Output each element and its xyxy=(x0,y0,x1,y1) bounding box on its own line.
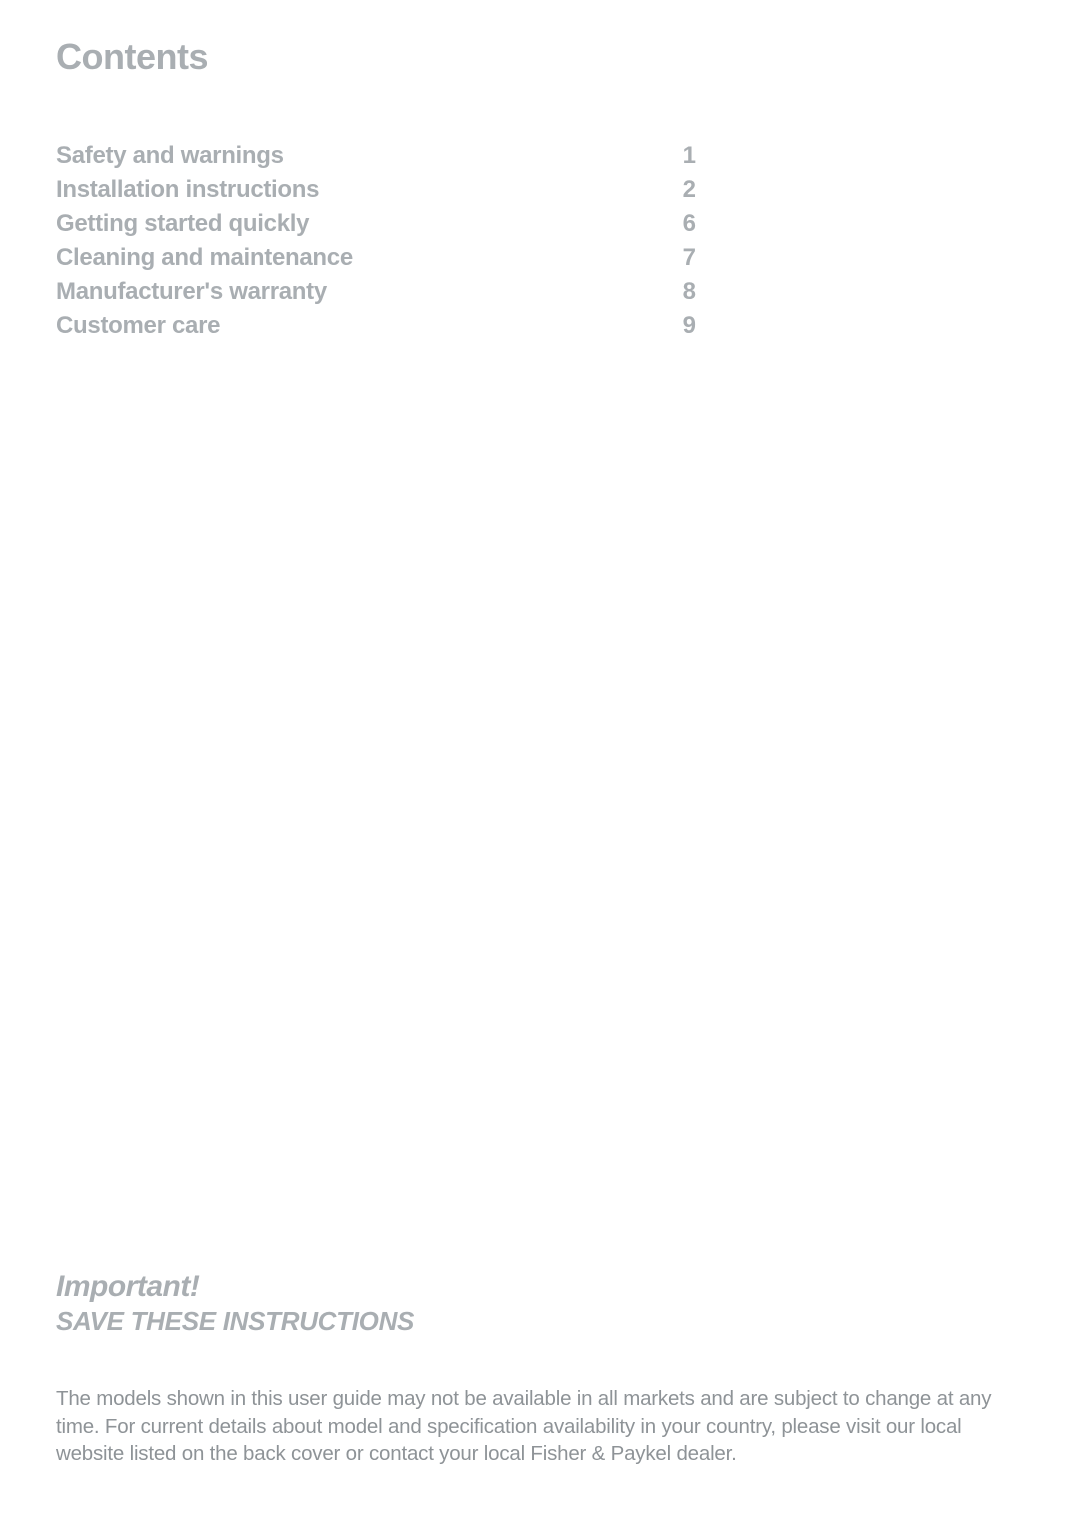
toc-row: Installation instructions 2 xyxy=(56,176,696,204)
table-of-contents: Safety and warnings 1 Installation instr… xyxy=(56,142,696,346)
toc-page-number: 2 xyxy=(683,176,696,204)
important-heading: Important! xyxy=(56,1270,1024,1304)
toc-label: Getting started quickly xyxy=(56,210,309,238)
disclaimer-text: The models shown in this user guide may … xyxy=(56,1385,1024,1468)
page-title: Contents xyxy=(56,36,1024,78)
save-instructions-heading: SAVE THESE INSTRUCTIONS xyxy=(56,1306,1024,1337)
toc-label: Cleaning and maintenance xyxy=(56,244,353,272)
toc-label: Safety and warnings xyxy=(56,142,284,170)
footer-block: Important! SAVE THESE INSTRUCTIONS The m… xyxy=(56,1270,1024,1468)
toc-page-number: 8 xyxy=(683,278,696,306)
toc-page-number: 9 xyxy=(683,312,696,340)
spacer xyxy=(56,346,1024,1270)
toc-row: Safety and warnings 1 xyxy=(56,142,696,170)
toc-label: Installation instructions xyxy=(56,176,319,204)
toc-page-number: 1 xyxy=(683,142,696,170)
toc-label: Manufacturer's warranty xyxy=(56,278,327,306)
toc-label: Customer care xyxy=(56,312,220,340)
toc-row: Manufacturer's warranty 8 xyxy=(56,278,696,306)
toc-row: Getting started quickly 6 xyxy=(56,210,696,238)
toc-page-number: 6 xyxy=(683,210,696,238)
toc-row: Cleaning and maintenance 7 xyxy=(56,244,696,272)
contents-page: Contents Safety and warnings 1 Installat… xyxy=(0,0,1080,1532)
toc-row: Customer care 9 xyxy=(56,312,696,340)
toc-page-number: 7 xyxy=(683,244,696,272)
